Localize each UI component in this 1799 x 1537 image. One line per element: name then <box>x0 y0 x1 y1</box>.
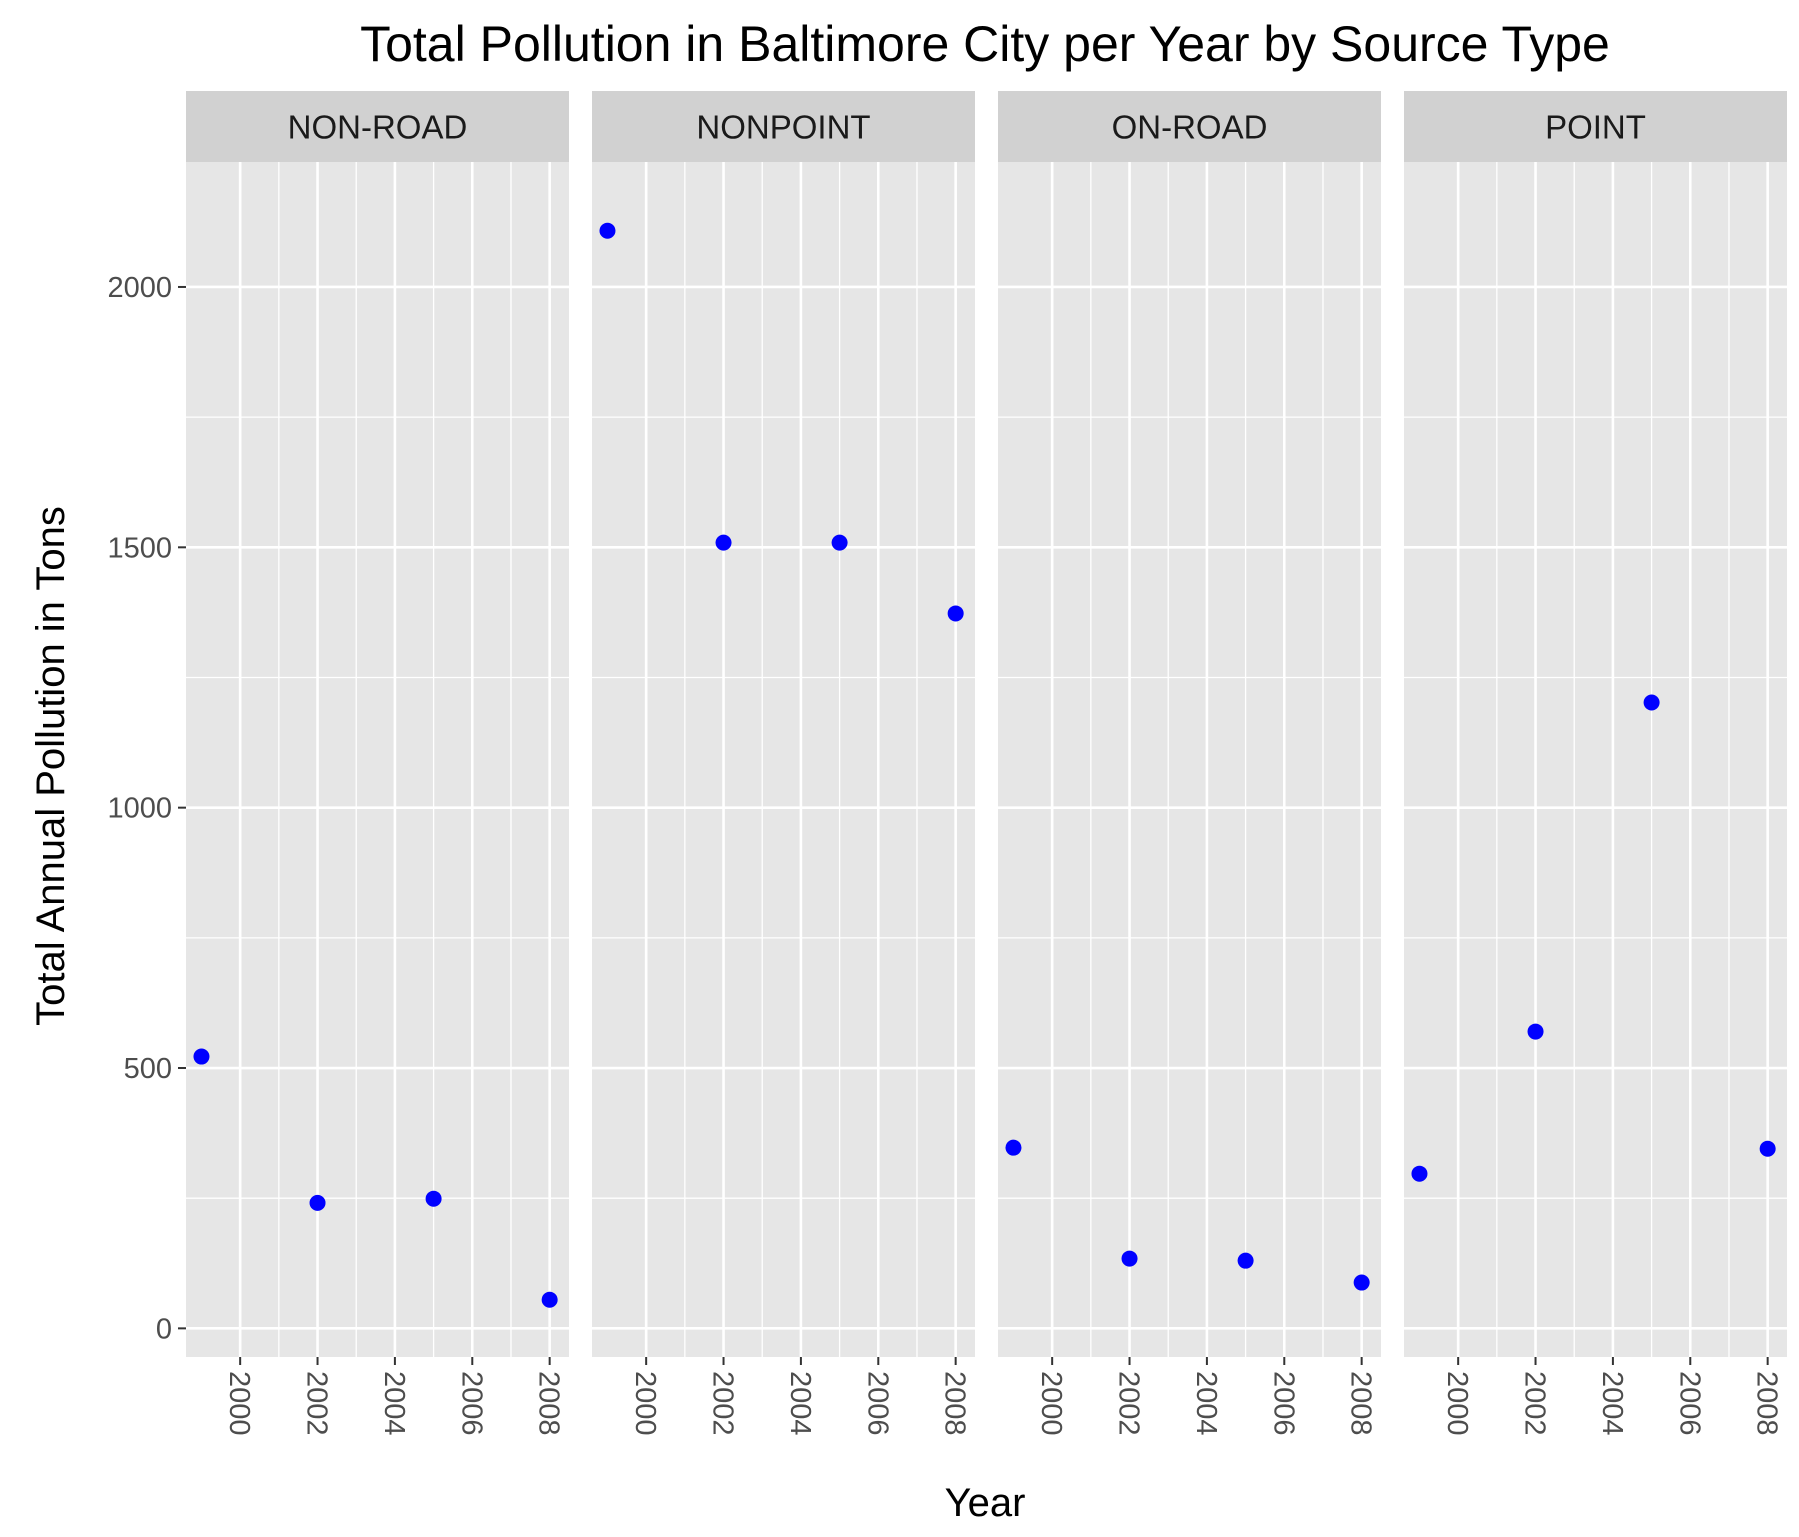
x-tick-label: 2006 <box>455 1371 487 1436</box>
y-tick-label: 1500 <box>107 532 172 564</box>
data-point <box>1121 1250 1138 1267</box>
x-tick-label: 2000 <box>1441 1371 1473 1436</box>
y-axis-title: Total Annual Pollution in Tons <box>29 506 73 1026</box>
x-tick-label: 2002 <box>707 1371 739 1436</box>
facet-on-road: ON-ROAD 2000 2002 2004 2006 2008 <box>998 91 1381 1436</box>
x-tick-label: 2004 <box>1190 1371 1222 1436</box>
y-tick-label: 0 <box>156 1313 172 1345</box>
data-point <box>1759 1140 1776 1157</box>
x-tick-label: 2000 <box>223 1371 255 1436</box>
data-point <box>541 1291 558 1308</box>
data-point <box>715 534 732 551</box>
x-tick-label: 2008 <box>1345 1371 1377 1436</box>
x-tick-label: 2004 <box>784 1371 816 1436</box>
x-tick-label: 2000 <box>629 1371 661 1436</box>
x-tick-label: 2006 <box>1267 1371 1299 1436</box>
y-tick-label: 2000 <box>107 272 172 304</box>
x-tick-label: 2008 <box>533 1371 565 1436</box>
data-point <box>1527 1023 1544 1040</box>
x-tick-label: 2006 <box>1673 1371 1705 1436</box>
facet-panels: NON-ROAD 2000 2002 2004 2006 2008 NONPOINT 2000… <box>186 91 1787 1436</box>
data-point <box>1005 1139 1022 1156</box>
x-tick-label: 2002 <box>1113 1371 1145 1436</box>
x-tick-label: 2008 <box>939 1371 971 1436</box>
data-point <box>193 1048 210 1065</box>
y-tick-label: 500 <box>124 1053 172 1085</box>
data-point <box>1353 1274 1370 1291</box>
panel-background <box>998 162 1381 1357</box>
data-point <box>599 222 616 239</box>
x-tick-label: 2006 <box>861 1371 893 1436</box>
data-point <box>1643 694 1660 711</box>
x-tick-label: 2004 <box>1596 1371 1628 1436</box>
panel-background <box>592 162 975 1357</box>
data-point <box>831 534 848 551</box>
panel-background <box>1404 162 1787 1357</box>
facet-strip-label: NON-ROAD <box>288 109 468 146</box>
x-tick-label: 2000 <box>1035 1371 1067 1436</box>
x-tick-label: 2008 <box>1751 1371 1783 1436</box>
panel-background <box>186 162 569 1357</box>
facet-strip <box>1404 91 1787 162</box>
y-axis: 0 500 1000 1500 2000 <box>107 272 186 1345</box>
facet-strip <box>186 91 569 162</box>
facet-strip-label: POINT <box>1545 109 1646 146</box>
x-tick-label: 2002 <box>1519 1371 1551 1436</box>
data-point <box>947 605 964 622</box>
data-point <box>309 1194 326 1211</box>
chart-title: Total Pollution in Baltimore City per Ye… <box>360 16 1610 72</box>
x-axis-title: Year <box>945 1481 1026 1525</box>
y-tick-label: 1000 <box>107 793 172 825</box>
data-point <box>1411 1165 1428 1182</box>
facet-strip <box>592 91 975 162</box>
facet-point: POINT 2000 2002 2004 2006 2008 <box>1404 91 1787 1436</box>
data-point <box>1237 1252 1254 1269</box>
x-tick-label: 2004 <box>378 1371 410 1436</box>
facet-strip-label: NONPOINT <box>696 109 870 146</box>
facet-nonpoint: NONPOINT 2000 2002 2004 2006 2008 <box>592 91 975 1436</box>
x-tick-label: 2002 <box>301 1371 333 1436</box>
facet-strip <box>998 91 1381 162</box>
data-point <box>425 1190 442 1207</box>
facet-strip-label: ON-ROAD <box>1112 109 1268 146</box>
facet-non-road: NON-ROAD 2000 2002 2004 2006 2008 <box>186 91 569 1436</box>
